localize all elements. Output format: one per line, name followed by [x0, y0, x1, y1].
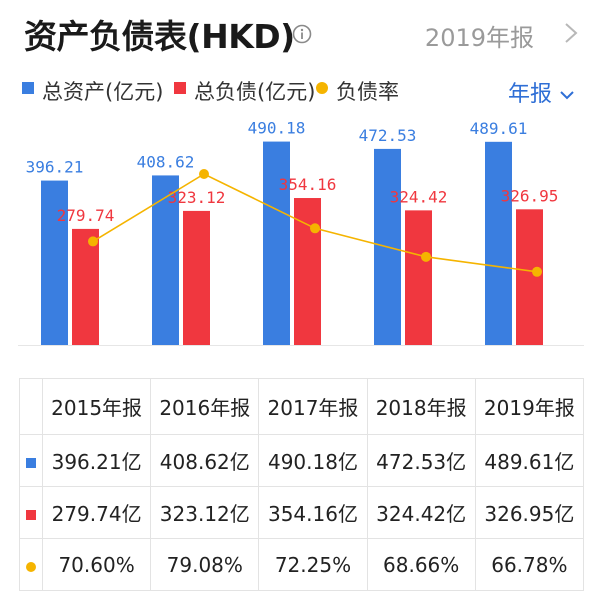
- bar-label-liabilities: 354.16: [279, 175, 337, 194]
- bar-assets: [41, 180, 68, 345]
- period-type-dropdown[interactable]: 年报: [508, 76, 574, 108]
- table-row: 70.60% 79.08% 72.25% 68.66% 66.78%: [19, 538, 585, 591]
- table-header: 2015年报: [41, 378, 152, 435]
- liabilities-marker: [26, 509, 36, 520]
- table-cell: 489.61亿: [474, 434, 585, 487]
- table-cell: 279.74亿: [41, 486, 152, 539]
- ratio-point: [421, 251, 431, 262]
- table-cell: 68.66%: [366, 538, 476, 591]
- chevron-down-icon: [560, 90, 574, 99]
- table-cell: 354.16亿: [258, 486, 368, 539]
- legend-assets-swatch: [22, 82, 34, 94]
- ratio-point: [199, 169, 209, 179]
- legend-ratio-swatch: [316, 82, 328, 94]
- bar-label-assets: 489.61: [470, 119, 528, 138]
- ratio-point: [88, 236, 98, 247]
- table-cell: 324.42亿: [366, 486, 476, 539]
- table-cell: 70.60%: [41, 538, 152, 591]
- table-cell: 396.21亿: [41, 434, 152, 487]
- table-header: 2017年报: [258, 378, 368, 435]
- report-period: 2019年报: [424, 24, 534, 52]
- table-row: 396.21亿 408.62亿 490.18亿 472.53亿 489.61亿: [19, 434, 585, 487]
- assets-marker: [26, 457, 36, 468]
- bar-label-assets: 396.21: [26, 158, 84, 177]
- bar-assets: [263, 141, 290, 345]
- ratio-marker: [26, 561, 36, 572]
- info-icon[interactable]: [292, 24, 312, 44]
- dropdown-label: 年报: [507, 82, 552, 107]
- table-cell: 326.95亿: [474, 486, 585, 539]
- bar-liabilities: [516, 209, 543, 345]
- table-cell: 408.62亿: [150, 434, 260, 487]
- ratio-point: [310, 223, 320, 234]
- table-cell: 79.08%: [150, 538, 260, 591]
- ratio-point: [532, 266, 542, 277]
- bar-label-liabilities: 323.12: [168, 188, 226, 207]
- table-cell: 490.18亿: [258, 434, 368, 487]
- bar-liabilities: [183, 210, 210, 345]
- table-cell: 72.25%: [258, 538, 368, 591]
- chart-legend: 总资产(亿元) 总负债(亿元) 负债率: [0, 72, 600, 106]
- bar-label-assets: 472.53: [359, 126, 417, 145]
- bar-liabilities: [72, 228, 99, 345]
- row-marker: [19, 434, 43, 487]
- bar-assets: [485, 141, 512, 345]
- table-header-row: 2015年报 2016年报 2017年报 2018年报 2019年报: [19, 378, 585, 435]
- legend-ratio-label: 负债率: [336, 80, 399, 104]
- page-title: 资产负债表(HKD): [24, 17, 295, 56]
- header: 资产负债表(HKD) 2019年报: [0, 0, 600, 68]
- bar-liabilities: [405, 210, 432, 345]
- data-table: 2015年报 2016年报 2017年报 2018年报 2019年报 396.2…: [19, 378, 585, 591]
- bar-label-liabilities: 324.42: [390, 187, 448, 206]
- table-row: 279.74亿 323.12亿 354.16亿 324.42亿 326.95亿: [19, 486, 585, 539]
- table-header: 2018年报: [366, 378, 476, 435]
- chevron-right-icon[interactable]: [564, 22, 578, 44]
- legend-liabilities-swatch: [174, 82, 186, 94]
- table-cell: 66.78%: [474, 538, 585, 591]
- row-marker: [19, 538, 43, 591]
- bar-liabilities: [294, 198, 321, 345]
- bar-label-assets: 490.18: [248, 119, 306, 138]
- table-corner: [19, 378, 43, 435]
- balance-chart: 396.21 279.74 408.62 323.12 490.18 354.16 472.…: [18, 119, 584, 346]
- bar-label-liabilities: 279.74: [57, 206, 115, 225]
- table-header: 2019年报: [474, 378, 585, 435]
- row-marker: [19, 486, 43, 539]
- table-cell: 472.53亿: [366, 434, 476, 487]
- legend-liabilities-label: 总负债(亿元): [194, 80, 316, 104]
- table-cell: 323.12亿: [150, 486, 260, 539]
- bar-label-assets: 408.62: [137, 152, 195, 171]
- table-header: 2016年报: [150, 378, 260, 435]
- bar-label-liabilities: 326.95: [501, 186, 559, 205]
- legend-assets-label: 总资产(亿元): [42, 80, 164, 104]
